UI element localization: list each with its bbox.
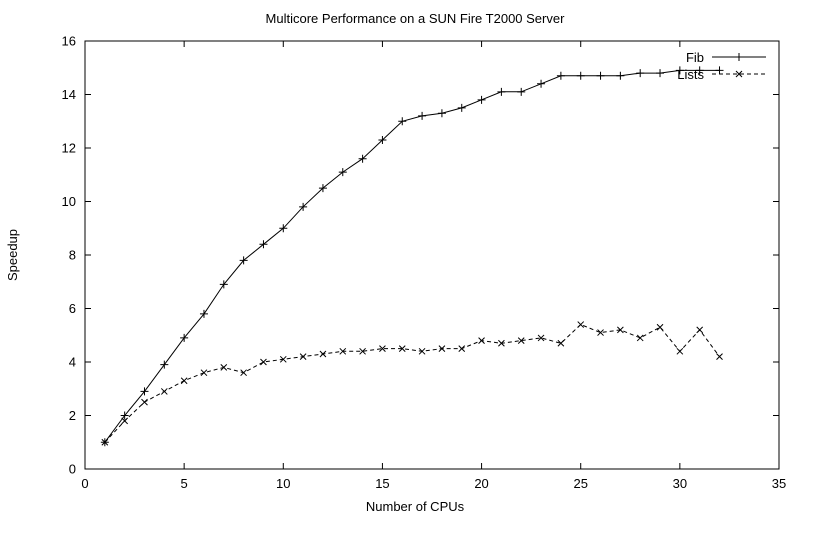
marker-cross-lists bbox=[141, 398, 148, 406]
marker-plus-fib bbox=[497, 87, 506, 96]
marker-plus-fib bbox=[279, 224, 288, 233]
marker-cross-lists bbox=[438, 345, 446, 352]
marker-plus-fib bbox=[556, 71, 565, 80]
chart-title: Multicore Performance on a SUN Fire T200… bbox=[266, 11, 566, 26]
marker-plus-fib bbox=[715, 66, 724, 75]
y-tick-label: 0 bbox=[69, 462, 76, 477]
marker-cross-lists bbox=[339, 347, 347, 355]
x-tick-label: 15 bbox=[375, 476, 389, 491]
marker-cross-lists bbox=[597, 329, 604, 336]
marker-cross-lists bbox=[458, 345, 466, 352]
marker-cross-lists bbox=[577, 321, 585, 328]
legend-marker-lists bbox=[735, 70, 743, 78]
marker-plus-fib bbox=[418, 111, 427, 120]
y-tick-label: 14 bbox=[62, 87, 76, 102]
marker-plus-fib bbox=[616, 71, 625, 80]
y-tick-label: 6 bbox=[69, 301, 76, 316]
marker-cross-lists bbox=[101, 438, 109, 446]
x-tick-label: 10 bbox=[276, 476, 290, 491]
marker-plus-fib bbox=[576, 71, 585, 80]
marker-cross-lists bbox=[359, 347, 366, 355]
marker-cross-lists bbox=[676, 347, 684, 355]
marker-cross-lists bbox=[478, 337, 485, 344]
y-tick-label: 2 bbox=[69, 408, 76, 423]
x-tick-label: 30 bbox=[673, 476, 687, 491]
marker-plus-fib bbox=[199, 309, 208, 318]
series-line-lists bbox=[104, 323, 720, 443]
marker-plus-fib bbox=[656, 69, 665, 78]
marker-cross-lists bbox=[240, 369, 247, 377]
marker-cross-lists bbox=[696, 326, 704, 334]
marker-cross-lists bbox=[398, 345, 406, 352]
marker-plus-fib bbox=[120, 411, 129, 420]
x-tick-label: 25 bbox=[573, 476, 587, 491]
marker-plus-fib bbox=[259, 240, 268, 249]
x-tick-label: 20 bbox=[474, 476, 488, 491]
marker-cross-lists bbox=[716, 353, 723, 361]
legend-item-lists: Lists bbox=[677, 67, 766, 82]
marker-cross-lists bbox=[121, 417, 129, 425]
marker-cross-lists bbox=[537, 334, 545, 342]
marker-cross-lists bbox=[636, 334, 644, 342]
x-tick-label: 0 bbox=[81, 476, 88, 491]
marker-cross-lists bbox=[160, 388, 168, 395]
legend: Fib Lists bbox=[677, 50, 766, 82]
plot-border bbox=[84, 40, 780, 470]
marker-plus-fib bbox=[338, 168, 347, 177]
series-line-fib bbox=[104, 69, 720, 443]
marker-plus-fib bbox=[517, 87, 526, 96]
marker-cross-lists bbox=[617, 326, 624, 334]
x-axis-label: Number of CPUs bbox=[366, 499, 465, 514]
marker-plus-fib bbox=[457, 103, 466, 112]
marker-cross-lists bbox=[498, 339, 505, 347]
marker-plus-fib bbox=[140, 387, 149, 396]
marker-cross-lists bbox=[517, 337, 525, 344]
marker-plus-fib bbox=[596, 71, 605, 80]
marker-plus-fib bbox=[398, 117, 407, 126]
x-tick-label: 5 bbox=[181, 476, 188, 491]
marker-cross-lists bbox=[656, 323, 664, 331]
marker-plus-fib bbox=[636, 69, 645, 78]
marker-plus-fib bbox=[358, 154, 367, 163]
y-tick-label: 12 bbox=[62, 141, 76, 156]
marker-cross-lists bbox=[180, 377, 188, 385]
legend-label-lists: Lists bbox=[677, 67, 704, 82]
marker-cross-lists bbox=[220, 363, 228, 371]
marker-cross-lists bbox=[319, 350, 327, 358]
marker-cross-lists bbox=[299, 353, 307, 361]
legend-label-fib: Fib bbox=[686, 50, 704, 65]
y-axis-label: Speedup bbox=[5, 229, 20, 281]
series-lists bbox=[101, 321, 723, 446]
marker-plus-fib bbox=[477, 95, 486, 104]
marker-cross-lists bbox=[200, 369, 208, 377]
series-fib bbox=[100, 66, 724, 447]
marker-cross-lists bbox=[279, 355, 287, 363]
marker-plus-fib bbox=[675, 66, 684, 75]
y-tick-label: 8 bbox=[69, 248, 76, 263]
marker-plus-fib bbox=[160, 360, 169, 369]
legend-item-fib: Fib bbox=[686, 50, 766, 65]
marker-plus-fib bbox=[695, 66, 704, 75]
y-tick-label: 4 bbox=[69, 355, 76, 370]
marker-plus-fib bbox=[239, 256, 248, 265]
marker-cross-lists bbox=[418, 347, 426, 355]
marker-cross-lists bbox=[379, 345, 386, 352]
marker-plus-fib bbox=[318, 184, 327, 193]
marker-plus-fib bbox=[378, 135, 387, 144]
marker-plus-fib bbox=[299, 202, 308, 211]
data-series bbox=[100, 66, 724, 447]
marker-plus-fib bbox=[219, 280, 228, 289]
y-tick-label: 10 bbox=[62, 194, 76, 209]
marker-cross-lists bbox=[260, 358, 267, 366]
legend-marker-fib bbox=[735, 53, 743, 61]
plot-area: 0 5 10 15 20 25 30 35 0 2 4 6 8 10 12 14 16 bbox=[62, 34, 787, 492]
marker-cross-lists bbox=[557, 339, 565, 347]
y-tick-label: 16 bbox=[62, 34, 76, 49]
x-tick-label: 35 bbox=[772, 476, 786, 491]
marker-plus-fib bbox=[437, 109, 446, 118]
marker-plus-fib bbox=[537, 79, 546, 88]
marker-plus-fib bbox=[180, 333, 189, 342]
